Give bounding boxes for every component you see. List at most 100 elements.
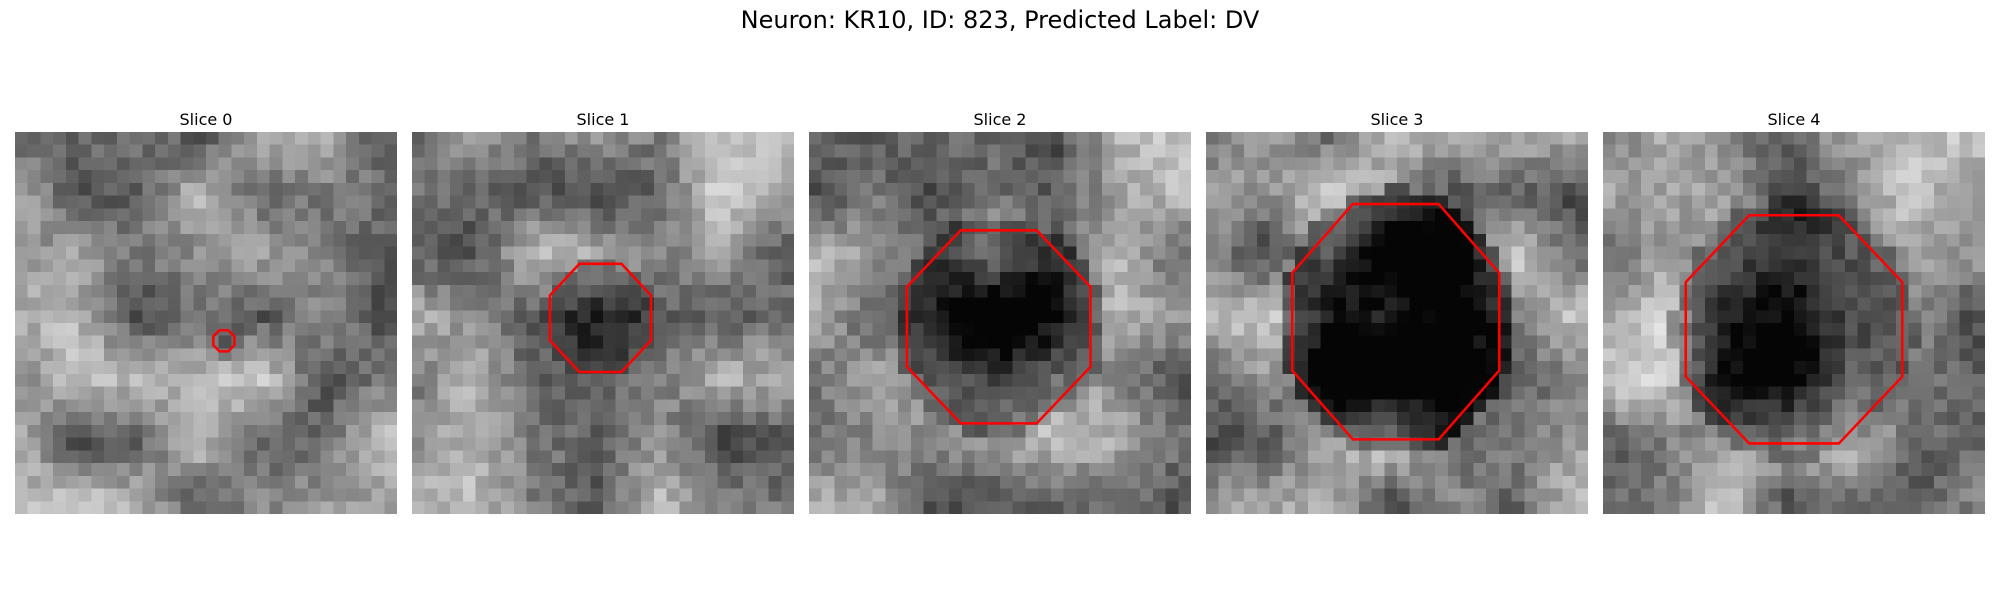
pixel	[1717, 501, 1731, 514]
pixel	[641, 424, 655, 438]
pixel	[269, 501, 283, 514]
pixel	[1269, 170, 1283, 184]
pixel	[53, 284, 67, 298]
pixel	[1679, 195, 1693, 209]
pixel	[781, 144, 794, 158]
pixel	[1666, 323, 1680, 336]
pixel	[1653, 233, 1667, 247]
pixel	[475, 424, 489, 438]
pixel	[1511, 412, 1525, 426]
pixel	[1743, 399, 1757, 413]
pixel	[730, 335, 744, 349]
pixel	[1152, 361, 1166, 375]
pixel	[1908, 323, 1922, 336]
pixel	[193, 348, 207, 362]
pixel	[1089, 450, 1103, 464]
pixel	[1206, 463, 1219, 477]
pixel	[1781, 182, 1795, 196]
pixel	[1486, 373, 1500, 387]
pixel	[116, 233, 130, 247]
pixel	[834, 208, 848, 222]
pixel	[1063, 170, 1077, 184]
pixel	[1256, 475, 1270, 489]
pixel	[1244, 221, 1258, 235]
pixel	[1844, 246, 1858, 260]
pixel	[1320, 335, 1334, 349]
pixel	[424, 284, 438, 298]
pixel	[526, 437, 540, 451]
pixel	[346, 463, 360, 477]
pixel	[692, 221, 706, 235]
pixel	[1114, 323, 1128, 336]
pixel	[936, 373, 950, 387]
pixel	[526, 412, 540, 426]
pixel	[231, 182, 245, 196]
pixel	[1307, 170, 1321, 184]
pixel	[1717, 488, 1731, 502]
pixel	[1140, 284, 1154, 298]
pixel	[116, 399, 130, 413]
pixel	[129, 373, 143, 387]
pixel	[1692, 501, 1706, 514]
pixel	[1511, 144, 1525, 158]
pixel	[475, 501, 489, 514]
pixel	[1806, 144, 1820, 158]
pixel	[1524, 233, 1538, 247]
pixel	[1038, 182, 1052, 196]
pixel	[437, 246, 451, 260]
pixel	[1114, 132, 1128, 145]
pixel	[898, 463, 912, 477]
pixel	[1511, 335, 1525, 349]
pixel	[577, 157, 591, 171]
pixel	[1870, 424, 1884, 438]
pixel	[307, 501, 321, 514]
pixel	[1717, 208, 1731, 222]
pixel	[1549, 310, 1563, 324]
pixel	[1397, 144, 1410, 158]
pixel	[961, 348, 975, 362]
pixel	[1794, 195, 1807, 209]
pixel	[1422, 259, 1436, 273]
pixel	[628, 399, 642, 413]
pixel	[653, 144, 667, 158]
pixel	[577, 323, 591, 336]
pixel	[1870, 157, 1884, 171]
pixel	[1063, 297, 1077, 311]
pixel	[307, 412, 321, 426]
pixel	[256, 399, 270, 413]
pixel	[1819, 501, 1833, 514]
pixel	[1397, 386, 1410, 400]
pixel	[27, 182, 41, 196]
pixel	[1012, 399, 1026, 413]
pixel	[885, 233, 899, 247]
pixel	[910, 182, 924, 196]
pixel	[1295, 399, 1309, 413]
pixel	[15, 399, 28, 413]
pixel	[501, 208, 515, 222]
pixel	[269, 221, 283, 235]
pixel	[1473, 195, 1487, 209]
pixel	[269, 386, 283, 400]
pixel	[987, 170, 1001, 184]
pixel	[475, 386, 489, 400]
pixel	[1575, 233, 1588, 247]
pixel	[333, 475, 347, 489]
pixel	[1244, 144, 1258, 158]
pixel	[1641, 170, 1655, 184]
pixel	[1730, 272, 1744, 286]
pixel	[1959, 488, 1973, 502]
pixel	[1704, 144, 1718, 158]
pixel	[333, 386, 347, 400]
pixel	[1755, 310, 1769, 324]
pixel	[1730, 463, 1744, 477]
pixel	[590, 348, 604, 362]
pixel	[1460, 348, 1474, 362]
pixel	[15, 182, 28, 196]
pixel	[104, 437, 118, 451]
pixel	[987, 272, 1001, 286]
pixel	[1806, 233, 1820, 247]
pixel	[1295, 412, 1309, 426]
pixel	[155, 310, 169, 324]
pixel	[910, 208, 924, 222]
pixel	[1397, 399, 1410, 413]
